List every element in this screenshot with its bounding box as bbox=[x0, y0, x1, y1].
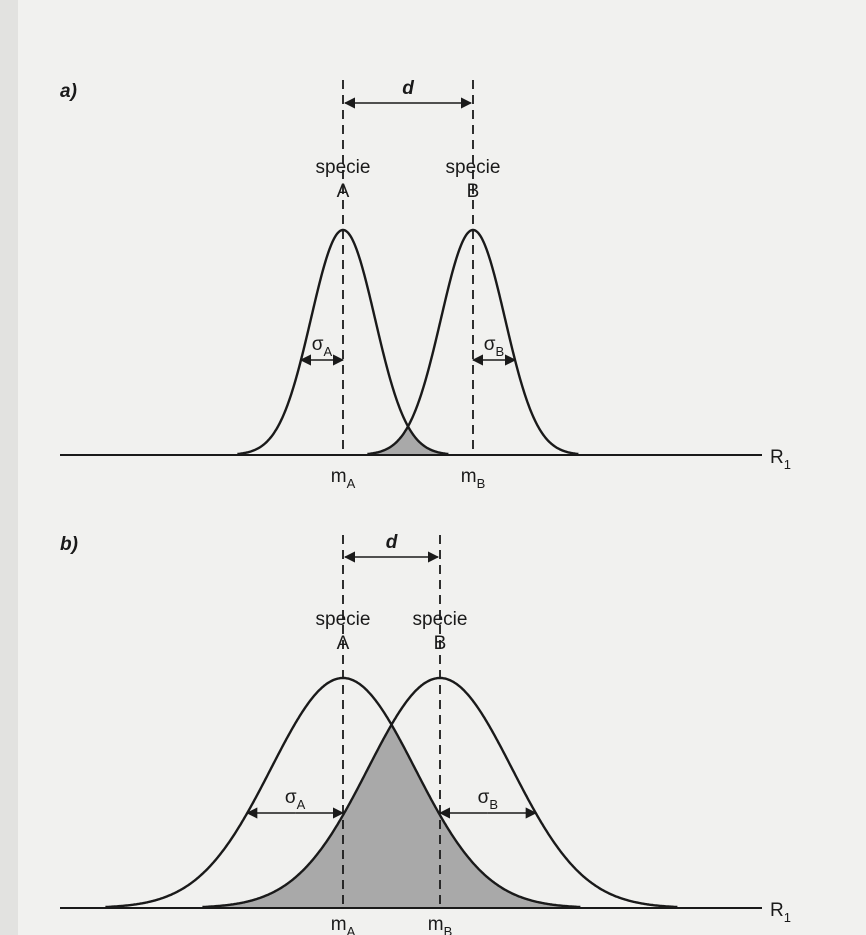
species-letter: A bbox=[337, 181, 350, 202]
sigma-label-main: σ bbox=[484, 334, 496, 355]
species-word: specie bbox=[316, 609, 371, 630]
species-word: specie bbox=[316, 157, 371, 178]
mean-label-sub: A bbox=[347, 476, 356, 491]
sigma-label-sub: A bbox=[297, 797, 306, 812]
mean-label: mA bbox=[331, 914, 356, 935]
mean-label-main: m bbox=[428, 914, 444, 935]
sigma-label-main: σ bbox=[478, 787, 490, 808]
sigma-label: σB bbox=[484, 334, 504, 359]
overlap-area bbox=[240, 427, 576, 455]
species-letter: B bbox=[434, 633, 447, 654]
axis-label-sub: 1 bbox=[784, 457, 791, 472]
overlap-area bbox=[112, 724, 671, 908]
mean-label-sub: A bbox=[347, 924, 356, 935]
sigma-label-sub: A bbox=[324, 344, 333, 359]
axis-label-main: R bbox=[770, 447, 784, 468]
sigma-label-sub: B bbox=[489, 797, 498, 812]
axis-label-main: R bbox=[770, 900, 784, 921]
species-word: specie bbox=[413, 609, 468, 630]
axis-label: R1 bbox=[770, 900, 791, 925]
sigma-label-main: σ bbox=[312, 334, 324, 355]
mean-label: mB bbox=[428, 914, 453, 935]
mean-label: mB bbox=[461, 466, 486, 491]
distance-label: d bbox=[402, 78, 414, 99]
panel-label: b) bbox=[60, 534, 78, 555]
mean-label-sub: B bbox=[477, 476, 486, 491]
mean-label: mA bbox=[331, 466, 356, 491]
mean-label-main: m bbox=[461, 466, 477, 487]
page-gutter bbox=[0, 0, 18, 935]
species-word: specie bbox=[446, 157, 501, 178]
mean-label-sub: B bbox=[444, 924, 453, 935]
mean-label-main: m bbox=[331, 914, 347, 935]
axis-label: R1 bbox=[770, 447, 791, 472]
species-letter: A bbox=[337, 633, 350, 654]
species-letter: B bbox=[467, 181, 480, 202]
axis-label-sub: 1 bbox=[784, 910, 791, 925]
sigma-label: σA bbox=[285, 787, 306, 812]
sigma-label: σA bbox=[312, 334, 333, 359]
mean-label-main: m bbox=[331, 466, 347, 487]
sigma-label-sub: B bbox=[496, 344, 505, 359]
sigma-label-main: σ bbox=[285, 787, 297, 808]
panel-label: a) bbox=[60, 81, 77, 102]
distance-label: d bbox=[386, 532, 398, 553]
sigma-label: σB bbox=[478, 787, 498, 812]
